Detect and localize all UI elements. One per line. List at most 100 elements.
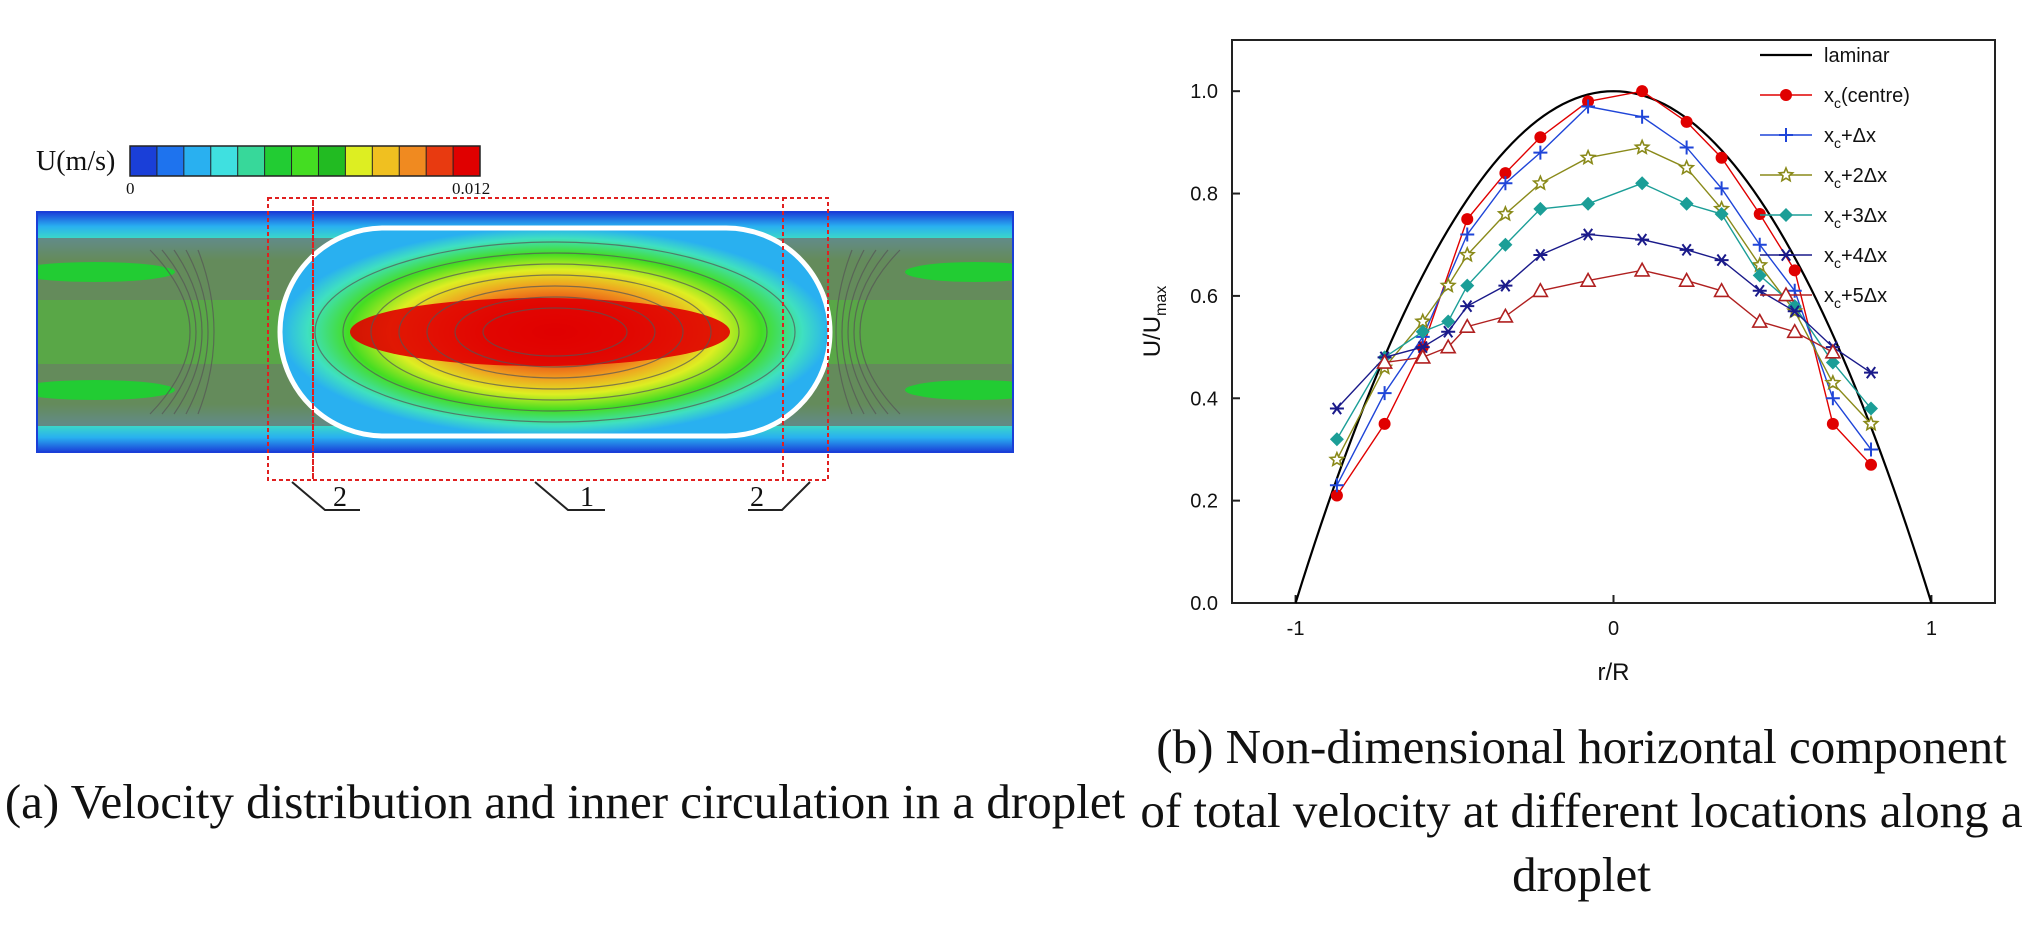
colorbar-swatch: [130, 146, 158, 176]
series-line: [1294, 90, 1933, 604]
data-point: [1779, 248, 1793, 262]
droplet-interface: [277, 225, 833, 439]
data-point: [1531, 174, 1550, 191]
series-group: [1294, 85, 1933, 604]
data-point: [1779, 128, 1793, 142]
legend-item: xc+5Δx: [1760, 285, 1887, 311]
y-tick-label: 0.0: [1190, 593, 1218, 615]
y-axis-label: U/Umax: [1139, 286, 1170, 358]
data-point: [1460, 227, 1475, 242]
series-laminar: [1294, 90, 1933, 604]
data-point: [1777, 165, 1795, 183]
data-point: [1328, 450, 1346, 468]
legend-item: laminar: [1760, 45, 1890, 67]
data-point: [1579, 148, 1597, 166]
data-point: [1751, 256, 1769, 273]
region-label-2-left: 2: [333, 482, 347, 513]
data-point: [1581, 99, 1596, 114]
caption-a-letter: (a): [4, 774, 60, 829]
data-point: [1715, 151, 1728, 164]
colorbar-swatch: [183, 146, 212, 176]
series-xc(centre): [1330, 85, 1878, 502]
data-point: [1677, 158, 1696, 176]
data-point: [1714, 207, 1729, 222]
caption-b-letter: (b): [1156, 719, 1214, 774]
colorbar-swatch: [264, 146, 293, 176]
data-point: [1378, 417, 1391, 430]
colorbar-swatch: [399, 146, 427, 176]
velocity-profile-chart: 0.0 0.2 0.4 0.6 0.8 1.0 -1 0 1 laminar xc(centre)…: [1139, 39, 1996, 686]
data-point: [1635, 176, 1650, 191]
data-point: [1786, 323, 1804, 339]
colorbar-swatch: [156, 146, 185, 176]
data-point: [1633, 261, 1651, 277]
axes: 0.0 0.2 0.4 0.6 0.8 1.0 -1 0 1: [1190, 81, 1937, 640]
x-axis-label: r/R: [1598, 659, 1630, 686]
data-point: [1865, 458, 1878, 471]
colorbar-swatch: [345, 146, 373, 176]
series-line: [1336, 105, 1872, 486]
data-point: [1533, 248, 1548, 262]
legend-item: xc+Δx: [1760, 125, 1876, 151]
legend-label: laminar: [1824, 45, 1890, 67]
data-point: [1714, 253, 1729, 267]
colorbar-swatch: [453, 146, 481, 176]
data-point: [1377, 386, 1392, 401]
data-point: [1497, 307, 1514, 323]
x-tick-label: 1: [1926, 618, 1937, 640]
y-tick-label: 0.4: [1190, 388, 1218, 410]
data-point: [1581, 196, 1596, 211]
legend-item: xc(centre): [1760, 85, 1910, 111]
legend-label: xc+2Δx: [1824, 165, 1887, 191]
data-point: [1788, 264, 1801, 277]
data-point: [1499, 167, 1512, 180]
data-point: [1415, 340, 1430, 354]
series-line: [1336, 90, 1872, 496]
data-point: [1680, 115, 1693, 128]
data-point: [1864, 442, 1879, 457]
data-point: [1460, 278, 1475, 293]
y-tick-label: 1.0: [1190, 81, 1218, 103]
legend-label: xc+5Δx: [1824, 285, 1887, 311]
data-point: [1329, 402, 1344, 415]
legend-item: xc+3Δx: [1760, 205, 1887, 231]
data-point: [1678, 271, 1695, 287]
colorbar-swatch: [318, 146, 346, 176]
data-point: [1862, 414, 1880, 432]
series-xc+5Δx: [1376, 261, 1842, 369]
data-point: [1777, 286, 1795, 302]
data-point: [1498, 176, 1513, 191]
data-point: [1460, 299, 1475, 313]
caption-b-text: Non-dimensional horizontal component of …: [1140, 719, 2023, 902]
panel-a-velocity-field: U(m/s) 0 0.012 2 1: [4, 145, 1125, 829]
legend-item: xc+4Δx: [1760, 245, 1887, 271]
data-point: [1751, 312, 1769, 328]
data-point: [1439, 276, 1457, 294]
data-point: [1713, 282, 1730, 298]
data-point: [1498, 237, 1513, 252]
data-point: [1376, 353, 1393, 369]
data-point: [1633, 138, 1651, 155]
colorbar-swatch: [426, 146, 454, 176]
colorbar-swatch: [237, 146, 266, 176]
data-point: [1825, 391, 1840, 406]
data-point: [1329, 478, 1344, 493]
data-point: [1330, 489, 1343, 502]
data-point: [1825, 355, 1840, 370]
data-point: [1441, 325, 1456, 338]
data-point: [1461, 213, 1474, 226]
legend: laminar xc(centre) xc+Δx xc+2Δx xc+3Δx xc+4Δx…: [1760, 45, 1910, 311]
data-point: [1414, 348, 1432, 364]
data-point: [1780, 89, 1792, 101]
x-tick-label: 0: [1608, 618, 1619, 640]
data-point: [1534, 131, 1547, 144]
data-point: [1824, 373, 1842, 391]
data-point: [1826, 417, 1839, 430]
colorbar-min-label: 0: [126, 179, 135, 198]
colorbar-max-label: 0.012: [452, 179, 490, 198]
data-point: [1679, 196, 1694, 211]
data-point: [1864, 401, 1879, 416]
data-point: [1414, 312, 1432, 329]
y-tick-label: 0.2: [1190, 491, 1218, 513]
data-point: [1752, 237, 1767, 252]
